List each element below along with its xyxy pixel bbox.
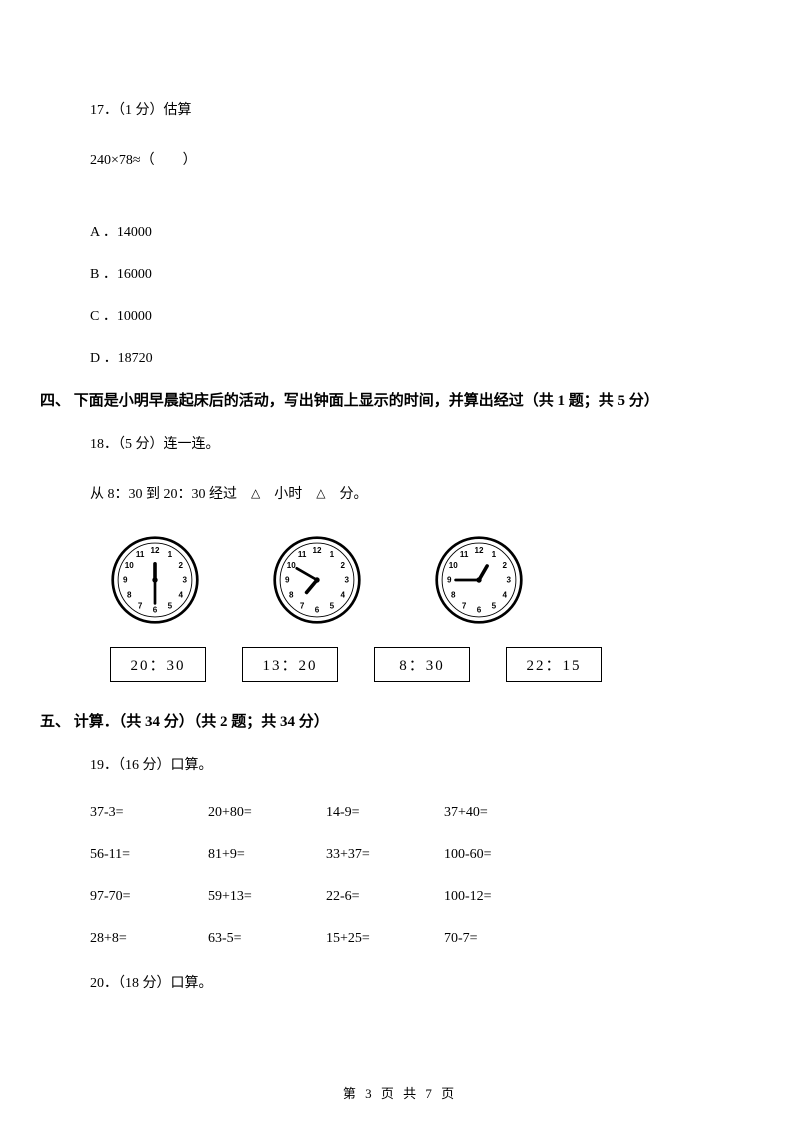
q18-line-prefix: 从 8：30 到 20：30 经过	[90, 487, 251, 502]
svg-text:3: 3	[344, 575, 349, 584]
calc-cell: 100-12=	[444, 889, 562, 905]
svg-text:12: 12	[475, 546, 484, 555]
calc-cell: 20+80=	[208, 805, 326, 821]
svg-text:5: 5	[330, 601, 335, 610]
svg-text:12: 12	[313, 546, 322, 555]
q18-heading: 18．（5 分）连一连。	[80, 434, 720, 456]
svg-text:9: 9	[123, 575, 128, 584]
q17-option-b[interactable]: B ．16000	[80, 263, 720, 283]
q20-heading: 20．（18 分）口算。	[80, 973, 720, 995]
svg-text:7: 7	[300, 601, 305, 610]
svg-text:1: 1	[492, 550, 497, 559]
clock-3: 123456789101112	[434, 535, 524, 625]
calc-cell: 63-5=	[208, 931, 326, 947]
q17-heading: 17．（1 分）估算	[80, 100, 720, 122]
svg-text:3: 3	[506, 575, 511, 584]
calc-row-2: 56-11=81+9=33+37=100-60=	[80, 847, 720, 863]
svg-text:6: 6	[477, 605, 482, 614]
calc-cell: 56-11=	[90, 847, 208, 863]
q17-option-d[interactable]: D ．18720	[80, 347, 720, 367]
svg-text:2: 2	[502, 560, 507, 569]
clock-1: 123456789101112	[110, 535, 200, 625]
svg-text:2: 2	[178, 560, 183, 569]
svg-text:5: 5	[168, 601, 173, 610]
svg-text:4: 4	[502, 590, 507, 599]
svg-text:6: 6	[153, 605, 158, 614]
q19-heading: 19．（16 分）口算。	[80, 755, 720, 777]
svg-text:11: 11	[460, 550, 469, 559]
q17-option-c[interactable]: C ．10000	[80, 305, 720, 325]
svg-text:10: 10	[287, 560, 296, 569]
calc-cell: 37-3=	[90, 805, 208, 821]
q19-rows: 37-3=20+80=14-9=37+40=56-11=81+9=33+37=1…	[80, 805, 720, 947]
calc-cell: 15+25=	[326, 931, 444, 947]
q17-option-a[interactable]: A ．14000	[80, 221, 720, 241]
q18-line-mid: 小时	[260, 487, 316, 502]
time-box-2[interactable]: 13：20	[242, 647, 338, 682]
q17-expression: 240×78≈（ ）	[80, 150, 720, 172]
svg-text:8: 8	[451, 590, 456, 599]
triangle-icon: △	[251, 484, 260, 503]
section-4-title: 四、 下面是小明早晨起床后的活动，写出钟面上显示的时间，并算出经过（共 1 题；…	[40, 389, 720, 410]
calc-cell: 14-9=	[326, 805, 444, 821]
calc-cell: 22-6=	[326, 889, 444, 905]
svg-text:12: 12	[151, 546, 160, 555]
svg-text:7: 7	[138, 601, 143, 610]
svg-text:3: 3	[182, 575, 187, 584]
svg-text:9: 9	[447, 575, 452, 584]
calc-cell: 81+9=	[208, 847, 326, 863]
calc-cell: 70-7=	[444, 931, 562, 947]
time-box-3[interactable]: 8：30	[374, 647, 470, 682]
time-box-4[interactable]: 22：15	[506, 647, 602, 682]
q18-time-line: 从 8：30 到 20：30 经过 △ 小时 △ 分。	[80, 484, 720, 506]
svg-text:4: 4	[340, 590, 345, 599]
clocks-row: 1234567891011121234567891011121234567891…	[80, 535, 720, 625]
svg-text:2: 2	[340, 560, 345, 569]
svg-text:7: 7	[462, 601, 467, 610]
calc-cell: 59+13=	[208, 889, 326, 905]
calc-cell: 33+37=	[326, 847, 444, 863]
svg-text:1: 1	[330, 550, 335, 559]
time-box-1[interactable]: 20：30	[110, 647, 206, 682]
page-footer: 第 3 页 共 7 页	[0, 1083, 800, 1102]
svg-text:8: 8	[127, 590, 132, 599]
svg-text:4: 4	[178, 590, 183, 599]
svg-text:5: 5	[492, 601, 497, 610]
calc-cell: 28+8=	[90, 931, 208, 947]
section-5-title: 五、 计算．（共 34 分）（共 2 题；共 34 分）	[40, 710, 720, 731]
time-boxes-row: 20：30 13：20 8：30 22：15	[80, 647, 720, 682]
calc-cell: 100-60=	[444, 847, 562, 863]
calc-row-4: 28+8=63-5=15+25=70-7=	[80, 931, 720, 947]
svg-text:9: 9	[285, 575, 290, 584]
svg-text:11: 11	[136, 550, 145, 559]
svg-text:10: 10	[125, 560, 134, 569]
svg-text:11: 11	[298, 550, 307, 559]
calc-cell: 37+40=	[444, 805, 562, 821]
clock-2: 123456789101112	[272, 535, 362, 625]
svg-text:6: 6	[315, 605, 320, 614]
q18-line-suffix: 分。	[325, 487, 367, 502]
svg-text:8: 8	[289, 590, 294, 599]
calc-cell: 97-70=	[90, 889, 208, 905]
svg-text:10: 10	[449, 560, 458, 569]
calc-row-1: 37-3=20+80=14-9=37+40=	[80, 805, 720, 821]
calc-row-3: 97-70=59+13=22-6=100-12=	[80, 889, 720, 905]
svg-text:1: 1	[168, 550, 173, 559]
